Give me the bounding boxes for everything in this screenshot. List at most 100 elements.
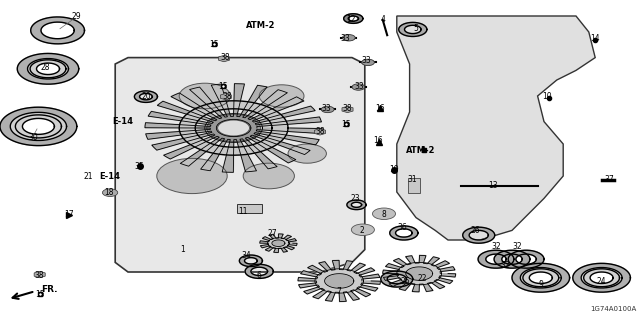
Polygon shape: [245, 264, 273, 278]
Polygon shape: [0, 107, 77, 146]
Text: 30: 30: [28, 133, 38, 142]
Text: 27: 27: [268, 229, 278, 238]
Text: 33: 33: [355, 82, 365, 91]
Circle shape: [362, 59, 374, 66]
Text: FR.: FR.: [42, 285, 58, 294]
Polygon shape: [205, 114, 262, 142]
Text: 32: 32: [500, 261, 511, 270]
Polygon shape: [494, 250, 530, 268]
Polygon shape: [268, 238, 289, 249]
Circle shape: [352, 84, 365, 90]
Circle shape: [372, 208, 396, 220]
Text: 15: 15: [340, 120, 351, 129]
Text: 12: 12: [346, 15, 355, 24]
Polygon shape: [145, 84, 322, 172]
Polygon shape: [179, 101, 288, 155]
Text: 11: 11: [239, 207, 248, 216]
Polygon shape: [239, 255, 262, 267]
Text: 38: 38: [220, 53, 230, 62]
Text: 20: 20: [141, 92, 151, 100]
Text: 26: 26: [470, 226, 480, 235]
Text: 1G74A0100A: 1G74A0100A: [591, 306, 637, 312]
Polygon shape: [390, 226, 418, 240]
Polygon shape: [28, 59, 68, 79]
Text: 14: 14: [590, 34, 600, 43]
Text: 8: 8: [381, 210, 387, 219]
Text: 15: 15: [35, 290, 45, 299]
Bar: [237, 204, 262, 213]
Polygon shape: [397, 16, 595, 240]
Circle shape: [351, 224, 374, 236]
Polygon shape: [347, 200, 366, 210]
Text: 22: 22: [418, 274, 427, 283]
Text: 23: 23: [350, 194, 360, 203]
Polygon shape: [399, 22, 427, 36]
Text: 36: 36: [397, 223, 407, 232]
Text: 32: 32: [512, 242, 522, 251]
Polygon shape: [134, 91, 157, 102]
Polygon shape: [581, 268, 622, 288]
Polygon shape: [478, 250, 514, 268]
Text: 17: 17: [64, 210, 74, 219]
Polygon shape: [34, 271, 45, 278]
Text: 33: 33: [340, 34, 351, 43]
Text: 7: 7: [337, 287, 342, 296]
Text: 25: 25: [401, 277, 411, 286]
Polygon shape: [397, 262, 442, 285]
Polygon shape: [512, 263, 570, 292]
Text: E-14: E-14: [99, 172, 120, 180]
Circle shape: [218, 120, 250, 136]
Circle shape: [288, 144, 326, 163]
Text: 24: 24: [596, 277, 607, 286]
Text: 38: 38: [342, 104, 353, 113]
Polygon shape: [115, 58, 365, 272]
Text: 10: 10: [542, 92, 552, 100]
Text: 16: 16: [374, 104, 385, 113]
Polygon shape: [344, 14, 363, 23]
Polygon shape: [520, 268, 561, 288]
Text: 18: 18: [104, 188, 113, 196]
Text: 3: 3: [420, 146, 425, 155]
Polygon shape: [218, 55, 230, 62]
Text: 38: 38: [315, 127, 325, 136]
Circle shape: [207, 115, 260, 141]
Text: 38: 38: [35, 271, 45, 280]
Text: 9: 9: [538, 280, 543, 289]
Text: ATM-2: ATM-2: [406, 146, 436, 155]
Text: 31: 31: [407, 175, 417, 184]
Polygon shape: [508, 250, 544, 268]
Bar: [408, 178, 420, 193]
Text: 6: 6: [257, 271, 262, 280]
Polygon shape: [315, 269, 364, 293]
Polygon shape: [314, 129, 326, 135]
Text: 13: 13: [488, 181, 498, 190]
Polygon shape: [342, 106, 353, 113]
Polygon shape: [383, 255, 456, 292]
Text: 16: 16: [372, 136, 383, 145]
Text: 5: 5: [413, 24, 419, 33]
Polygon shape: [17, 53, 79, 84]
Circle shape: [157, 158, 227, 194]
Text: ATM-2: ATM-2: [246, 21, 276, 30]
Circle shape: [179, 83, 230, 109]
Polygon shape: [260, 234, 297, 252]
Circle shape: [321, 106, 334, 113]
Polygon shape: [463, 227, 495, 243]
Text: 19: 19: [388, 165, 399, 174]
Text: 33: 33: [361, 56, 371, 65]
Text: 28: 28: [40, 63, 49, 72]
Text: 34: 34: [241, 252, 252, 260]
Circle shape: [102, 189, 118, 196]
Polygon shape: [573, 263, 630, 292]
Circle shape: [259, 85, 304, 107]
Polygon shape: [381, 271, 413, 287]
Text: 35: 35: [134, 162, 145, 171]
Text: 2: 2: [359, 226, 364, 235]
Polygon shape: [298, 260, 380, 301]
Text: 33: 33: [321, 104, 332, 113]
Text: 38: 38: [222, 92, 232, 100]
Text: 29: 29: [72, 12, 82, 20]
Circle shape: [342, 35, 355, 41]
Text: 37: 37: [604, 175, 614, 184]
Circle shape: [243, 163, 294, 189]
